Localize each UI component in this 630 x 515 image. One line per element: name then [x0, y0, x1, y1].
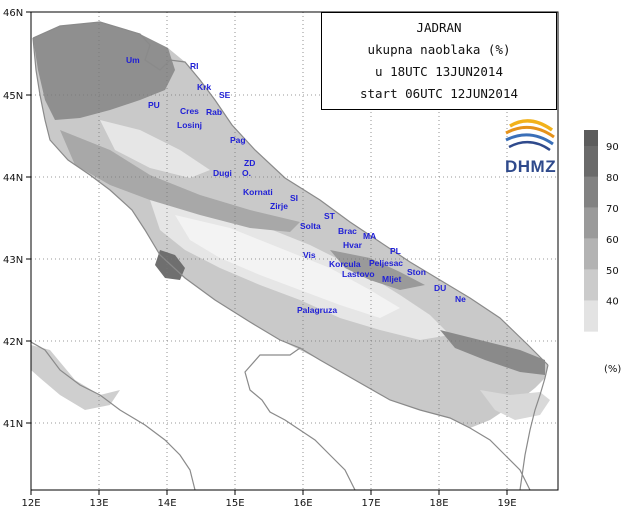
- lat-label: 42N: [3, 337, 23, 348]
- place-label: SI: [290, 193, 298, 203]
- place-label: Rab: [206, 107, 222, 117]
- lon-label: 14E: [157, 498, 176, 509]
- place-label: Brac: [338, 226, 357, 236]
- coastline-italy: [32, 37, 356, 490]
- lat-label: 46N: [3, 8, 23, 19]
- legend-level-label: 90: [606, 142, 619, 153]
- place-label: ZD: [244, 158, 255, 168]
- place-label: RI: [190, 61, 199, 71]
- cloud-band-dark-5: [330, 250, 425, 290]
- place-label: Peljesac: [369, 258, 403, 268]
- place-label: Cres: [180, 106, 199, 116]
- title-box: JADRAN ukupna naoblaka (%) u 18UTC 13JUN…: [321, 12, 557, 110]
- cloud-band-dark-2: [60, 130, 300, 232]
- place-label: Um: [126, 55, 140, 65]
- dhmz-logo: DHMZ: [505, 119, 556, 176]
- place-label: Pag: [230, 135, 246, 145]
- cloud-band-dark-4: [440, 330, 545, 375]
- lon-label: 19E: [497, 498, 516, 509]
- place-label: ST: [324, 211, 336, 221]
- legend-swatch: [584, 238, 598, 270]
- axis-ticks: [26, 11, 508, 495]
- place-label: Vis: [303, 250, 316, 260]
- place-label: PL: [390, 246, 401, 256]
- legend-swatch: [584, 130, 598, 146]
- sun-swirl-icon: [505, 119, 555, 152]
- legend-level-label: 40: [606, 297, 619, 308]
- lon-label: 13E: [89, 498, 108, 509]
- place-label: PU: [148, 100, 160, 110]
- cloud-band-dark-1: [33, 22, 175, 120]
- coastline-gargano: [299, 347, 531, 490]
- legend-level-label: 50: [606, 266, 619, 277]
- lon-label: 12E: [21, 498, 40, 509]
- legend-swatch: [584, 207, 598, 239]
- legend-level-label: 70: [606, 204, 619, 215]
- place-label: Krk: [197, 82, 211, 92]
- place-label: Zirje: [270, 201, 288, 211]
- lat-label: 43N: [3, 255, 23, 266]
- place-label: Korcula: [329, 259, 361, 269]
- legend-unit: (%): [604, 364, 621, 375]
- place-labels: Um RI Krk SE PU Cres Rab Losinj Pag ZD D…: [126, 55, 466, 315]
- place-label: Losinj: [177, 120, 202, 130]
- place-label: Kornati: [243, 187, 273, 197]
- legend-swatch: [584, 269, 598, 301]
- legend-level-label: 60: [606, 235, 619, 246]
- title-line: start 06UTC 12JUN2014: [359, 86, 519, 101]
- place-label: Lastovo: [342, 269, 375, 279]
- lon-label: 18E: [429, 498, 448, 509]
- lon-label: 17E: [361, 498, 380, 509]
- place-label: O.: [242, 168, 251, 178]
- logo-text: DHMZ: [505, 157, 556, 176]
- map-frame: [30, 11, 559, 491]
- title-line: u 18UTC 13JUN2014: [375, 64, 503, 79]
- legend-swatch: [584, 146, 598, 177]
- place-label: DU: [434, 283, 446, 293]
- place-label: Ston: [407, 267, 426, 277]
- lat-label: 41N: [3, 419, 23, 430]
- cloud-band-light-2: [175, 215, 400, 318]
- place-label: SE: [219, 90, 231, 100]
- lon-label: 16E: [293, 498, 312, 509]
- title-line: ukupna naoblaka (%): [367, 42, 511, 57]
- legend-swatch: [584, 176, 598, 208]
- legend-colorbar: 90 80 70 60 50 40 (%): [584, 130, 621, 375]
- coastline-west-italy: [31, 341, 196, 490]
- coastline-croatia: [32, 21, 549, 366]
- place-label: Palagruza: [297, 305, 337, 315]
- coastline-albania: [519, 364, 549, 490]
- lat-label: 44N: [3, 173, 23, 184]
- place-label: Dugi: [213, 168, 232, 178]
- place-label: Ne: [455, 294, 466, 304]
- place-label: MA: [363, 231, 376, 241]
- place-label: Solta: [300, 221, 321, 231]
- lat-label: 45N: [3, 91, 23, 102]
- cloud-band-light-3: [100, 120, 210, 178]
- sea-patch-south: [480, 390, 550, 420]
- place-label: Mljet: [382, 274, 402, 284]
- legend-swatch: [584, 300, 598, 332]
- legend-level-label: 80: [606, 173, 619, 184]
- title-line: JADRAN: [416, 20, 462, 35]
- lon-label: 15E: [225, 498, 244, 509]
- place-label: Hvar: [343, 240, 363, 250]
